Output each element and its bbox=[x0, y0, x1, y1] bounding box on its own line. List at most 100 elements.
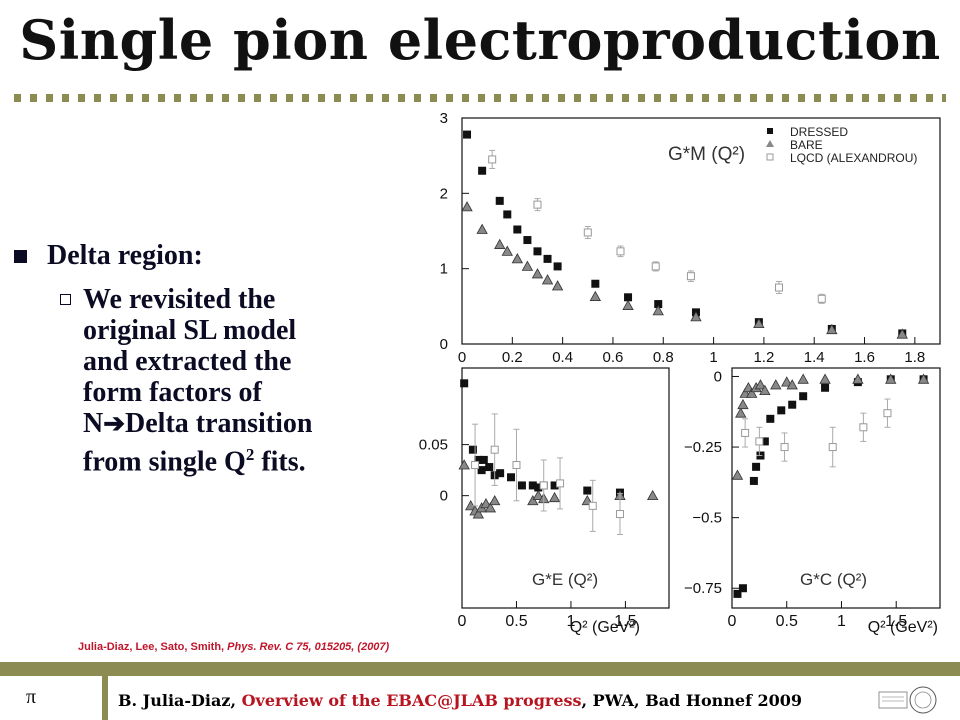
bullet-main-text: Delta region: bbox=[47, 240, 203, 271]
bullet-line: We revisited the bbox=[83, 284, 276, 315]
point-dressed bbox=[485, 463, 494, 472]
x-tick-label: 0.5 bbox=[505, 613, 527, 630]
footer-text: B. Julia-Diaz, Overview of the EBAC@JLAB… bbox=[118, 691, 802, 710]
bullet-sub-text: We revisited the original SL model and e… bbox=[83, 284, 403, 477]
point-bare bbox=[852, 373, 864, 384]
legend-label: DRESSED bbox=[790, 125, 848, 139]
point-lqcd bbox=[588, 501, 597, 510]
point-dressed bbox=[766, 414, 775, 423]
y-tick-label: 1 bbox=[440, 261, 448, 278]
panel-title-ge: G*E (Q²) bbox=[532, 570, 598, 589]
point-dressed bbox=[624, 293, 633, 302]
point-bare bbox=[461, 201, 473, 212]
x-tick-label: 1.8 bbox=[904, 349, 925, 366]
x-tick-label: 0.4 bbox=[552, 349, 573, 366]
point-bare bbox=[819, 373, 831, 384]
point-bare bbox=[797, 373, 809, 384]
x-tick-label: 0.6 bbox=[603, 349, 624, 366]
footer-bar bbox=[0, 662, 960, 676]
point-dressed bbox=[496, 469, 505, 478]
reference-authors: Julia-Diaz, Lee, Sato, Smith, bbox=[78, 641, 228, 653]
legend-marker-bare bbox=[766, 140, 774, 147]
point-lqcd bbox=[883, 409, 892, 418]
x-tick-label: 1 bbox=[709, 349, 717, 366]
point-dressed bbox=[468, 445, 477, 454]
legend-marker-dressed bbox=[767, 128, 773, 134]
x-axis-label-ge: Q² (GeV²) bbox=[570, 619, 640, 636]
arrow-right-icon: ➔ bbox=[103, 409, 126, 438]
plot-frame-2 bbox=[731, 367, 941, 609]
point-lqcd bbox=[471, 461, 480, 470]
point-bare bbox=[885, 373, 897, 384]
y-tick-label: 0 bbox=[440, 488, 448, 505]
pi-symbol: π bbox=[26, 686, 37, 708]
point-bare bbox=[754, 379, 767, 390]
point-dressed bbox=[507, 473, 516, 482]
point-lqcd bbox=[774, 283, 783, 292]
point-lqcd bbox=[533, 200, 542, 209]
point-bare bbox=[511, 253, 524, 264]
point-dressed bbox=[788, 400, 797, 409]
y-tick-label: 0 bbox=[440, 336, 448, 353]
point-lqcd bbox=[615, 510, 624, 519]
point-dressed bbox=[733, 589, 742, 598]
bullet-line: form factors of bbox=[83, 377, 262, 408]
x-tick-label: 0.5 bbox=[776, 613, 798, 630]
x-tick-label: 1.5 bbox=[614, 613, 636, 630]
panel-title-gc: G*C (Q²) bbox=[800, 570, 867, 589]
x-tick-label: 0 bbox=[728, 613, 737, 630]
point-lqcd bbox=[817, 294, 826, 303]
slide-title: Single pion electroproduction bbox=[19, 8, 941, 72]
point-dressed bbox=[523, 236, 532, 245]
point-dressed bbox=[749, 476, 758, 485]
point-bare bbox=[735, 407, 747, 418]
point-bare bbox=[646, 489, 659, 501]
legend-marker-lqcd bbox=[766, 153, 774, 161]
footer-talk: Overview of the EBAC@JLAB progress bbox=[241, 691, 582, 710]
point-bare bbox=[531, 268, 544, 279]
point-dressed bbox=[738, 584, 747, 593]
reference-journal: Phys. Rev. C 75, 015205, (2007) bbox=[227, 641, 390, 653]
footer-venue: , PWA, Bad Honnef 2009 bbox=[581, 691, 803, 710]
point-dressed bbox=[517, 481, 526, 490]
point-bare bbox=[589, 290, 602, 301]
point-dressed bbox=[543, 254, 552, 263]
bullet-main: Delta region: bbox=[14, 240, 203, 272]
fits-text: from single Q bbox=[83, 446, 246, 478]
point-lqcd bbox=[651, 262, 660, 271]
x-tick-label: 0 bbox=[458, 613, 467, 630]
point-bare bbox=[652, 305, 664, 316]
bullet-sub: We revisited the original SL model and e… bbox=[60, 284, 403, 477]
delta-label: Delta transition bbox=[125, 408, 313, 439]
point-bare bbox=[494, 238, 506, 249]
point-bare bbox=[731, 469, 744, 480]
point-lqcd bbox=[780, 443, 789, 452]
x-tick-label: 0.2 bbox=[502, 349, 523, 366]
point-bare bbox=[737, 398, 749, 410]
point-bare bbox=[458, 459, 470, 470]
point-dressed bbox=[553, 262, 562, 271]
point-lqcd bbox=[859, 423, 868, 432]
point-bare bbox=[521, 260, 534, 271]
point-bare bbox=[489, 494, 501, 506]
point-dressed bbox=[654, 300, 663, 309]
point-lqcd bbox=[512, 461, 521, 470]
point-dressed bbox=[760, 437, 769, 446]
reference: Julia-Diaz, Lee, Sato, Smith, Phys. Rev.… bbox=[78, 641, 389, 653]
plot-frame-1 bbox=[461, 367, 670, 609]
point-bare bbox=[781, 376, 793, 387]
bullet-line-fits: from single Q2 fits. bbox=[83, 439, 403, 477]
x-tick-label: 1.6 bbox=[854, 349, 875, 366]
point-lqcd bbox=[556, 479, 565, 488]
y-tick-label: 3 bbox=[440, 110, 448, 127]
square-bullet-icon bbox=[14, 249, 27, 263]
fits-suffix: fits. bbox=[254, 446, 306, 478]
point-lqcd bbox=[686, 272, 695, 281]
point-dressed bbox=[799, 392, 808, 401]
point-dressed bbox=[495, 196, 504, 205]
bullet-line-transition: N➔Delta transition bbox=[83, 408, 403, 439]
point-dressed bbox=[513, 225, 522, 234]
point-bare bbox=[759, 384, 771, 395]
panel-title-gm: G*M (Q²) bbox=[668, 144, 745, 165]
y-tick-label: 0.05 bbox=[419, 437, 448, 454]
